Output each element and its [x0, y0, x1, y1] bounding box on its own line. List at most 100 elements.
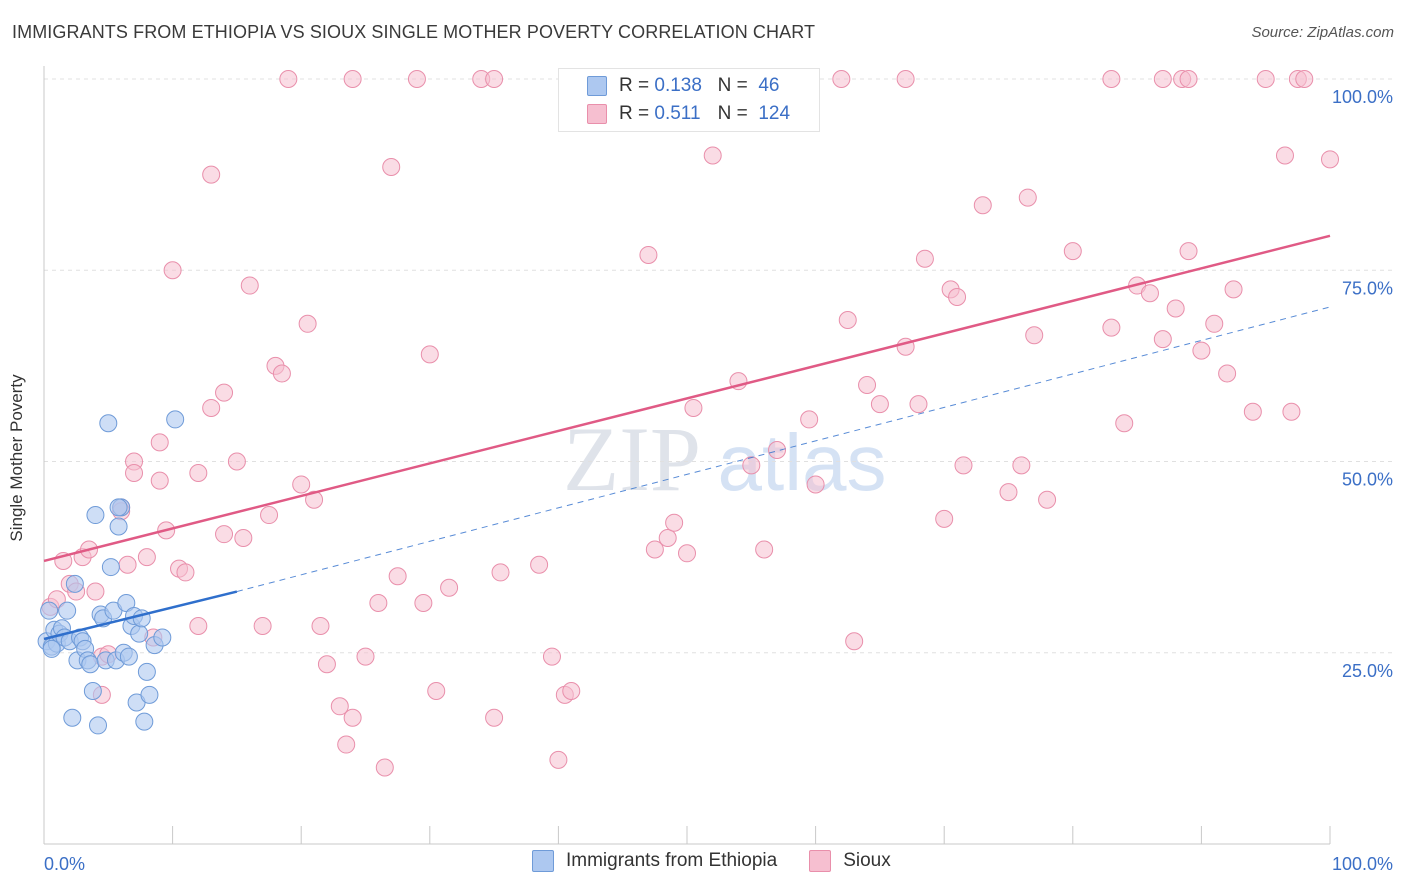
- sioux-point: [343, 708, 362, 727]
- ethiopia-point: [99, 414, 118, 433]
- sioux-point: [202, 165, 221, 184]
- sioux-point: [562, 682, 581, 700]
- ethiopia-point: [140, 685, 159, 704]
- ethiopia-point: [137, 662, 156, 681]
- y-tick-label: 25.0%: [1342, 661, 1393, 681]
- watermark: ZIP atlas: [563, 408, 886, 510]
- legend-label-ethiopia: Immigrants from Ethiopia: [566, 850, 778, 871]
- sioux-point: [678, 544, 696, 563]
- sioux-point: [150, 433, 169, 452]
- x-tick-label: 0.0%: [44, 854, 85, 874]
- chart-title: IMMIGRANTS FROM ETHIOPIA VS SIOUX SINGLE…: [12, 22, 816, 42]
- ethiopia-point: [83, 682, 102, 700]
- sioux-point: [1025, 326, 1044, 345]
- ethiopia-trend-line: [43, 590, 238, 641]
- sioux-point: [485, 70, 504, 88]
- sioux-point: [1102, 318, 1121, 337]
- sioux-trend-line: [43, 234, 1331, 563]
- ethiopia-point: [109, 517, 128, 536]
- sioux-point: [137, 548, 156, 567]
- stats-r-label: R =: [619, 75, 650, 96]
- sioux-point: [768, 441, 787, 460]
- ethiopia-points: [37, 410, 185, 735]
- y-tick-label: 75.0%: [1342, 278, 1393, 298]
- ethiopia-point: [166, 410, 185, 429]
- ethiopia-point: [81, 655, 100, 674]
- sioux-point: [272, 364, 291, 383]
- ethiopia-point: [42, 639, 61, 658]
- sioux-point: [1243, 402, 1262, 421]
- legend-item-ethiopia[interactable]: Immigrants from Ethiopia: [532, 850, 777, 872]
- sioux-point: [1256, 70, 1275, 88]
- sioux-point: [870, 395, 889, 414]
- sioux-point: [337, 735, 356, 754]
- legend-item-sioux[interactable]: Sioux: [809, 850, 891, 872]
- sioux-point: [388, 567, 407, 586]
- sioux-point: [909, 395, 928, 414]
- sioux-point: [1115, 414, 1134, 433]
- sioux-point: [176, 563, 195, 582]
- sioux-point: [317, 655, 336, 674]
- ethiopia-point: [86, 506, 105, 525]
- sioux-point: [755, 540, 774, 559]
- legend-swatch-sioux: [809, 850, 832, 872]
- sioux-point: [163, 261, 182, 280]
- sioux-point: [1153, 70, 1172, 88]
- stats-legend: R = 0.138 N = 46 R = 0.511 N = 124: [558, 68, 820, 132]
- series-legend: Immigrants from Ethiopia Sioux: [532, 850, 923, 872]
- sioux-point: [703, 146, 722, 165]
- stats-n-value: 46: [758, 75, 780, 96]
- sioux-point: [215, 383, 234, 402]
- sioux-point: [1295, 70, 1314, 88]
- ethiopia-point: [135, 712, 154, 731]
- sioux-point: [800, 410, 819, 429]
- ethiopia-point: [65, 574, 84, 593]
- sioux-point: [382, 157, 401, 176]
- sioux-point: [485, 708, 504, 727]
- stats-n-label: N =: [717, 103, 748, 124]
- sioux-point: [530, 555, 549, 574]
- stats-swatch-sioux: [587, 104, 607, 124]
- sioux-point: [896, 70, 915, 88]
- sioux-point: [1063, 242, 1082, 261]
- sioux-point: [343, 70, 362, 88]
- stats-r-value: 0.138: [654, 75, 702, 96]
- sioux-point: [311, 616, 330, 635]
- sioux-point: [215, 525, 234, 544]
- ethiopia-point: [109, 498, 128, 517]
- sioux-point: [838, 310, 857, 329]
- sioux-point: [542, 647, 561, 666]
- legend-label-sioux: Sioux: [843, 850, 891, 871]
- sioux-point: [305, 490, 324, 509]
- sioux-point: [845, 632, 864, 651]
- sioux-point: [948, 288, 967, 307]
- sioux-point: [639, 245, 658, 264]
- sioux-point: [260, 506, 279, 525]
- sioux-point: [1192, 341, 1211, 360]
- sioux-point: [1218, 364, 1237, 383]
- ethiopia-point: [101, 558, 120, 577]
- sioux-point: [1018, 188, 1037, 207]
- sioux-point: [1153, 330, 1172, 349]
- sioux-point: [1179, 242, 1198, 261]
- ethiopia-point: [130, 624, 149, 643]
- sioux-point: [356, 647, 375, 666]
- sioux-point: [1012, 456, 1031, 475]
- sioux-point: [292, 475, 311, 494]
- sioux-point: [1205, 314, 1224, 333]
- y-tick-label: 50.0%: [1342, 470, 1393, 490]
- stats-r-label: R =: [619, 103, 650, 124]
- sioux-point: [1282, 402, 1301, 421]
- stats-n-value: 124: [758, 103, 791, 124]
- sioux-point: [742, 456, 761, 475]
- source-label: Source: ZipAtlas.com: [1251, 24, 1394, 41]
- trend-lines: [43, 234, 1331, 641]
- grid: [44, 78, 1392, 654]
- sioux-point: [832, 70, 851, 88]
- stats-row-sioux: R = 0.511 N = 124: [587, 101, 791, 127]
- sioux-point: [86, 582, 105, 601]
- sioux-point: [1321, 150, 1339, 169]
- ethiopia-trend-dashed: [236, 306, 1331, 593]
- sioux-point: [549, 750, 568, 769]
- sioux-point: [1102, 70, 1121, 88]
